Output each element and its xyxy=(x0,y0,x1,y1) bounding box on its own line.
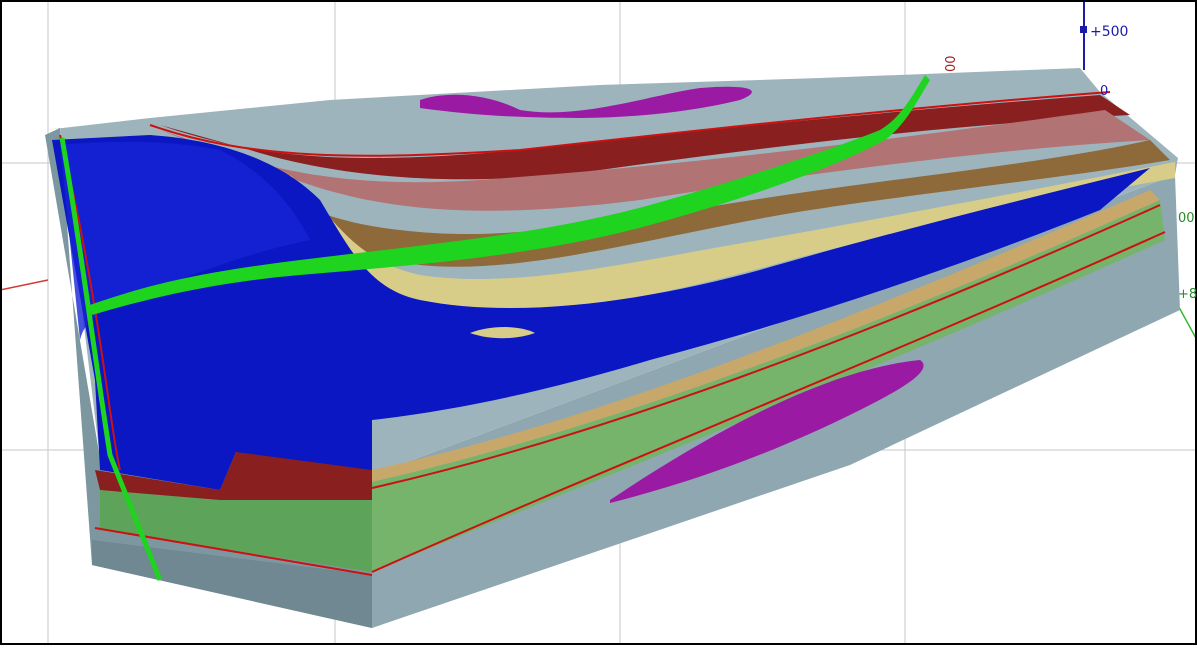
magenta-lens-upper xyxy=(420,86,752,118)
green-axis-tick-label: 00 xyxy=(1178,211,1195,226)
fault-surface xyxy=(90,75,930,315)
blue-unit-body xyxy=(52,135,1150,490)
brown-band xyxy=(165,135,1170,267)
fault-trace-left xyxy=(59,137,163,581)
magenta-lens-lower xyxy=(610,360,924,503)
red-axis-tick-label-2: 0 xyxy=(1100,84,1108,99)
tan-front-stratum xyxy=(372,190,1160,482)
green-front-stratum xyxy=(372,200,1165,572)
z-axis-tick-mark xyxy=(1080,26,1087,33)
block-left-bottom xyxy=(92,540,372,628)
blue-unit-facet xyxy=(60,141,310,340)
red-axis-tick-label: 00 xyxy=(944,55,959,72)
x-axis-line xyxy=(0,279,49,291)
left-red-stratum xyxy=(95,452,372,500)
green-axis-tick-label-2: +8 xyxy=(1178,287,1197,302)
tan-lens xyxy=(470,327,535,339)
left-green-stratum xyxy=(100,490,372,572)
pink-band xyxy=(160,110,1150,211)
z-axis-label: +500 xyxy=(1090,24,1128,40)
